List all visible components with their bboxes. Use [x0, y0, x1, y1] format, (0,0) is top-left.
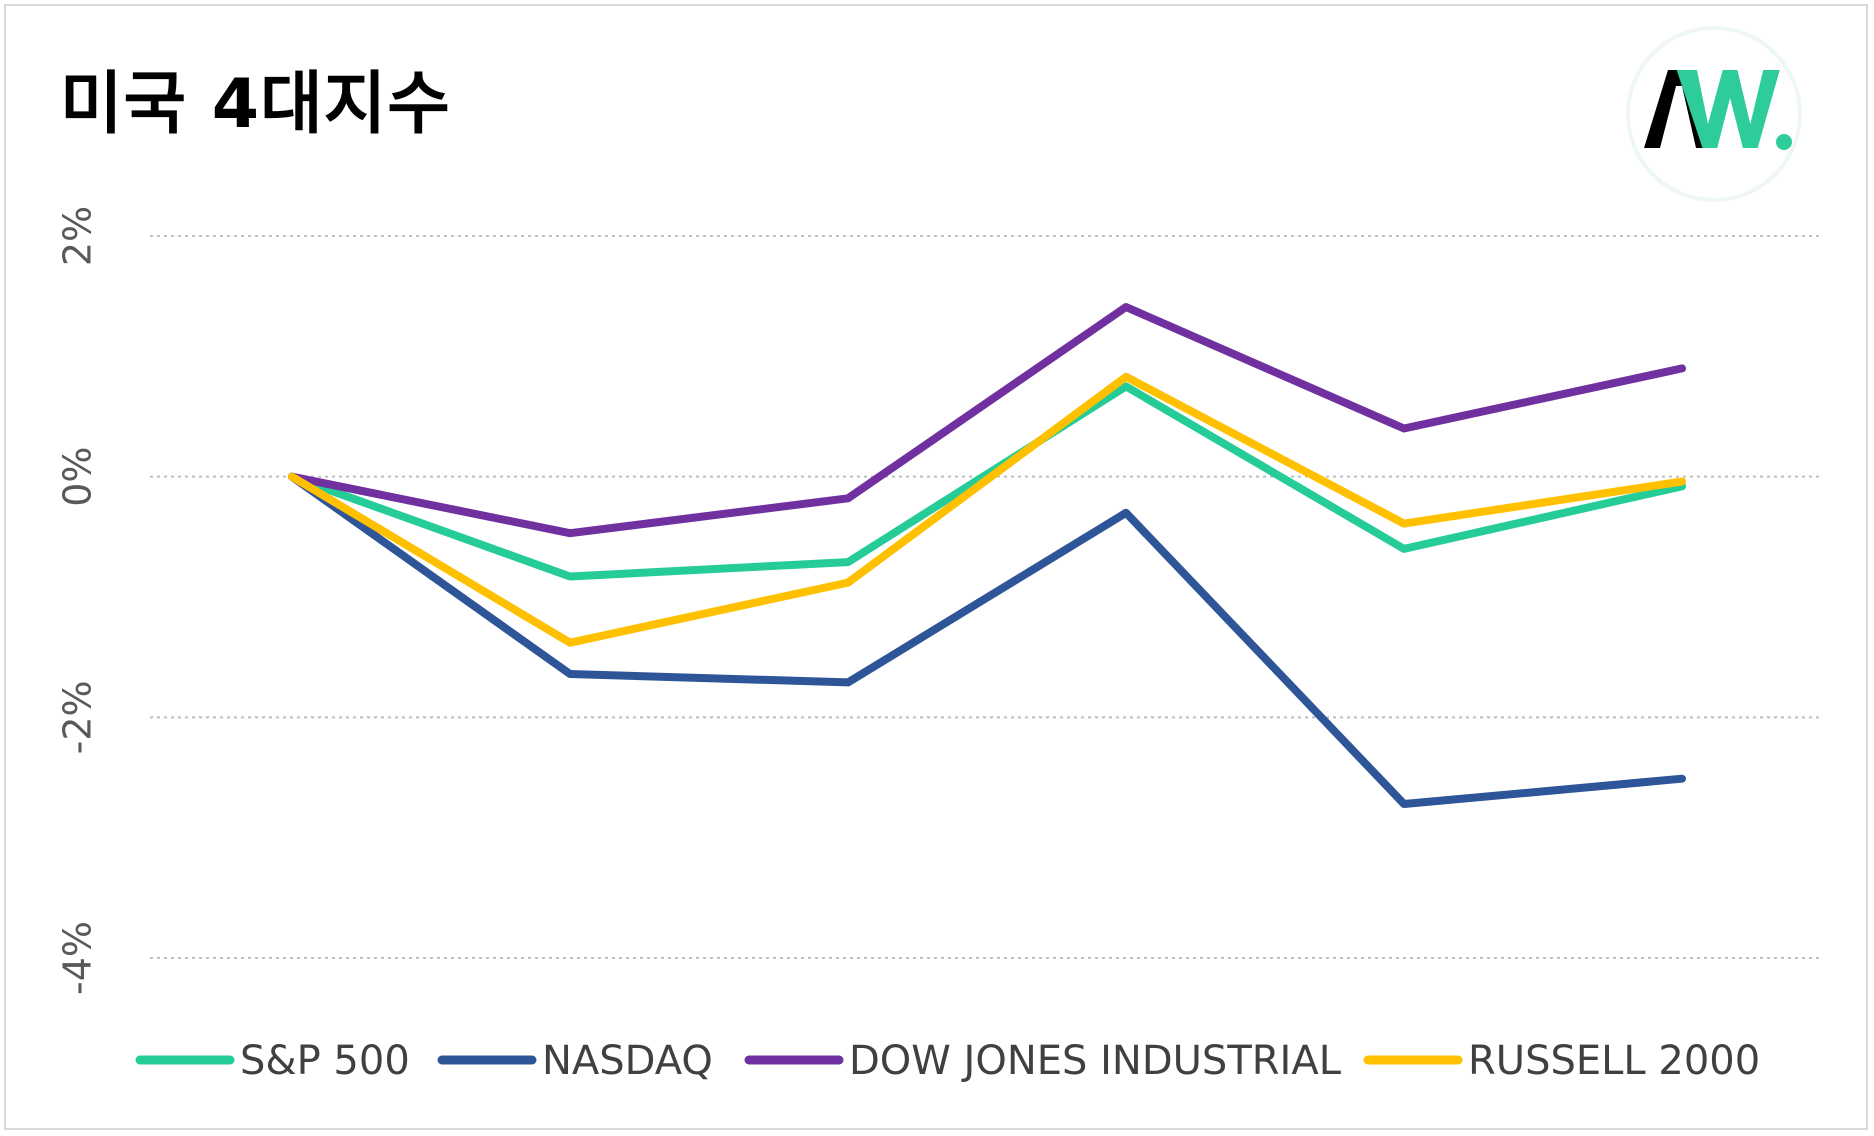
aw-logo: [1624, 24, 1804, 204]
series-line-3: [288, 372, 1686, 647]
legend-label: DOW JONES INDUSTRIAL: [849, 1038, 1342, 1084]
aw-logo-icon: [1626, 26, 1802, 202]
y-tick-label: -4%: [56, 921, 100, 995]
y-tick-label: -2%: [56, 680, 100, 754]
chart-title: 미국 4대지수: [60, 65, 451, 144]
legend-label: RUSSELL 2000: [1468, 1038, 1760, 1084]
chart-frame: [4, 4, 1868, 1130]
series-line-0: [288, 382, 1686, 581]
series-line-2: [288, 303, 1686, 538]
y-tick-label: 2%: [56, 206, 100, 266]
y-tick-label: 0%: [56, 447, 100, 507]
series-line-1: [288, 472, 1686, 808]
legend-label: NASDAQ: [542, 1038, 713, 1084]
legend-label: S&P 500: [240, 1038, 410, 1084]
